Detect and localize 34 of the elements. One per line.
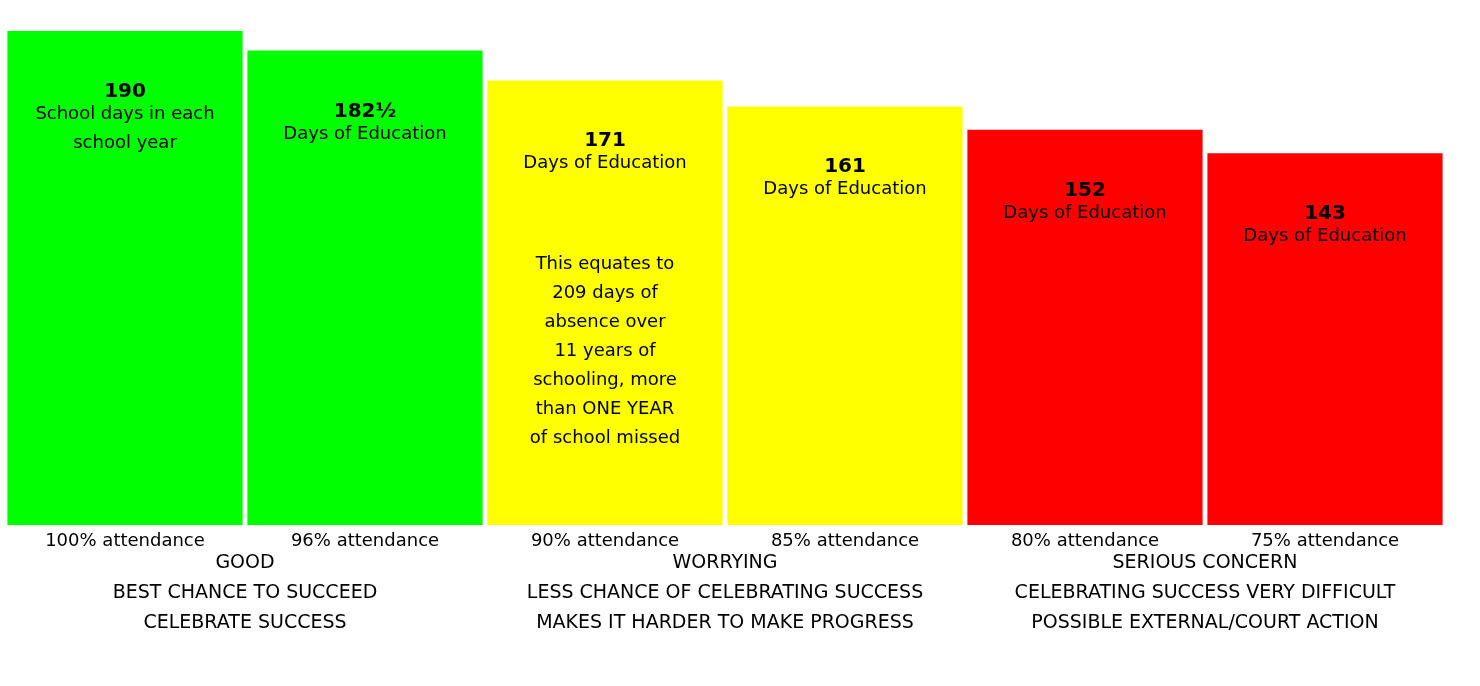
text: CELEBRATING SUCCESS VERY DIFFICULT: [1014, 580, 1396, 602]
bar: [7, 31, 243, 525]
x-tick-label: 80% attendance: [1010, 528, 1160, 550]
text: CELEBRATE SUCCESS: [143, 610, 347, 632]
annotation: Days of Education: [1243, 224, 1407, 246]
annotation: School days in each school year: [35, 102, 215, 152]
x-tick-label: 75% attendance: [1250, 528, 1400, 550]
text: POSSIBLE EXTERNAL/COURT ACTION: [1031, 610, 1379, 632]
data-label: 171: [584, 127, 626, 152]
x-tick-label: 90% attendance: [530, 528, 680, 550]
annotation: This equates to 209 days of absence over 11 years of schooling, more than ONE YEAR of school missed: [529, 252, 681, 447]
text: SERIOUS CONCERN: [1112, 550, 1298, 572]
text: BEST CHANCE TO SUCCEED: [112, 580, 378, 602]
x-tick-label: 85% attendance: [770, 528, 920, 550]
data-label: 143: [1304, 200, 1346, 225]
annotation: Days of Education: [763, 177, 927, 199]
annotation: Days of Education: [1003, 200, 1167, 222]
x-tick-label: 96% attendance: [290, 528, 440, 550]
bar: [247, 50, 483, 525]
x-tick-label: 100% attendance: [45, 528, 205, 550]
bar: [487, 80, 723, 525]
data-label: 161: [824, 153, 866, 178]
bar: [727, 106, 963, 525]
data-label: 182½: [333, 97, 397, 122]
text: WORRYING: [672, 550, 778, 572]
annotation: Days of Education: [523, 151, 687, 173]
text: GOOD: [215, 550, 275, 572]
bar: [1207, 153, 1443, 525]
text: MAKES IT HARDER TO MAKE PROGRESS: [536, 610, 914, 632]
data-label: 152: [1064, 176, 1106, 201]
annotation: Days of Education: [283, 121, 447, 143]
text: LESS CHANCE OF CELEBRATING SUCCESS: [526, 580, 924, 602]
bar: [967, 129, 1203, 525]
data-label: 190: [104, 78, 146, 102]
